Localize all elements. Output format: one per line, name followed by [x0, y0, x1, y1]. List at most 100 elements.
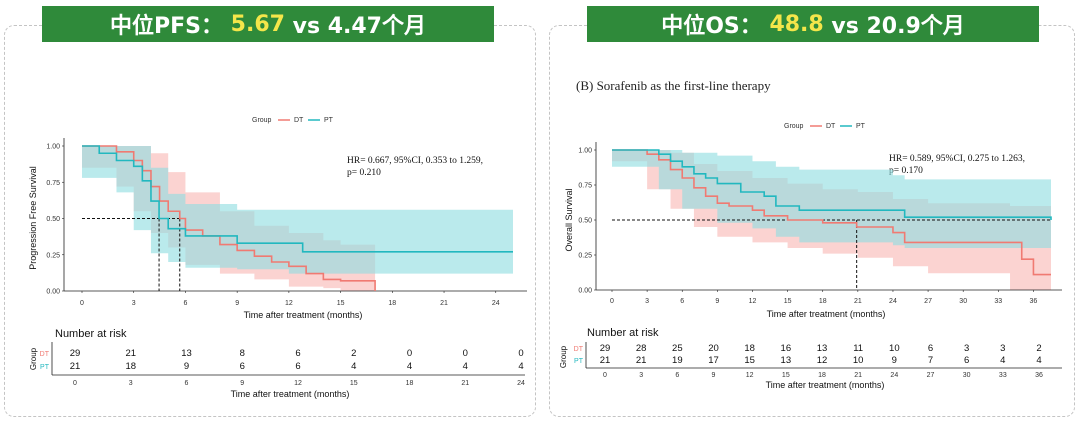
os-banner-highlight: 48.8	[769, 11, 824, 37]
pfs-banner-prefix: 中位PFS：	[110, 14, 231, 39]
os-risk-xtick-label: 9	[712, 372, 716, 379]
os-legend-pt-label: PT	[856, 123, 866, 130]
os-risk-xtick-label: 21	[854, 372, 862, 379]
pfs-banner: 中位PFS： 5.67 vs 4.47个月	[42, 6, 494, 42]
pfs-risk-count-dt: 13	[181, 348, 192, 359]
os-risk-row-pt-label: PT	[574, 358, 584, 365]
os-risk-xtick-label: 0	[603, 372, 607, 379]
os-xtick-label: 9	[715, 298, 719, 305]
pfs-risk-title: Number at risk	[55, 328, 127, 340]
pfs-risk-count-dt: 29	[70, 348, 81, 359]
pfs-risk-group-label: Group	[29, 347, 38, 370]
os-ytick-label: 0.25	[578, 253, 592, 260]
pfs-risk-xtick-label: 6	[185, 380, 189, 387]
pfs-risk-count-pt: 21	[70, 361, 81, 372]
os-banner: 中位OS： 48.8 vs 20.9个月	[587, 6, 1039, 42]
os-risk-xtick-label: 24	[890, 372, 898, 379]
os-risk-xtick-label: 3	[639, 372, 643, 379]
pfs-risk-count-pt: 4	[463, 361, 468, 372]
os-hr-line2: p= 0.170	[889, 166, 923, 176]
os-risk-xtick-label: 6	[675, 372, 679, 379]
os-risk-xtick-label: 27	[927, 372, 935, 379]
pfs-xtick-label: 18	[388, 300, 396, 307]
os-risk-count-pt: 19	[672, 355, 683, 366]
pfs-ylabel: Progression Free Survival	[28, 166, 38, 270]
pfs-banner-highlight: 5.67	[230, 11, 285, 37]
pfs-ytick-label: 1.00	[46, 144, 60, 151]
os-km-line-pt	[612, 149, 1052, 220]
os-ytick-label: 0.75	[578, 183, 592, 190]
os-risk-count-dt: 25	[672, 343, 683, 354]
os-xlabel: Time after treatment (months)	[767, 309, 886, 319]
os-risk-count-pt: 9	[892, 355, 897, 366]
pfs-xlabel: Time after treatment (months)	[244, 310, 363, 320]
os-risk-xtick-label: 12	[746, 372, 754, 379]
os-risk-xtick-label: 18	[818, 372, 826, 379]
pfs-risk-count-pt: 4	[351, 361, 356, 372]
os-risk-count-pt: 12	[817, 355, 828, 366]
pfs-risk-count-dt: 21	[125, 348, 136, 359]
pfs-xtick-label: 9	[235, 300, 239, 307]
os-risk-count-pt: 4	[1000, 355, 1005, 366]
pfs-xtick-label: 0	[80, 300, 84, 307]
pfs-hr-line2: p= 0.210	[347, 168, 381, 178]
pfs-xtick-label: 24	[492, 300, 500, 307]
os-risk-count-pt: 17	[708, 355, 719, 366]
os-risk-group-label: Group	[559, 345, 568, 368]
pfs-risk-xlabel: Time after treatment (months)	[231, 389, 350, 399]
pfs-ytick-label: 0.25	[46, 252, 60, 259]
pfs-risk-row-dt-label: DT	[40, 351, 50, 358]
os-risk-count-dt: 29	[600, 343, 611, 354]
pfs-xtick-label: 6	[183, 300, 187, 307]
os-legend-dt-label: DT	[826, 123, 836, 130]
os-xtick-label: 24	[889, 298, 897, 305]
os-ci-band-pt	[612, 150, 1051, 248]
os-legend: Group DT PT	[784, 123, 866, 130]
os-risk-count-dt: 6	[928, 343, 933, 354]
os-risk-count-pt: 21	[600, 355, 611, 366]
os-ylabel: Overall Survival	[564, 188, 574, 251]
os-legend-title: Group	[784, 123, 804, 130]
pfs-legend: Group DT PT	[252, 117, 334, 124]
os-xtick-label: 0	[610, 298, 614, 305]
os-risk-count-pt: 10	[853, 355, 864, 366]
os-xtick-label: 3	[645, 298, 649, 305]
os-xtick-label: 15	[784, 298, 792, 305]
pfs-risk-count-pt: 9	[184, 361, 189, 372]
os-xtick-label: 21	[854, 298, 862, 305]
chart-marks: 0.000.250.500.751.000 3 6 9 12 15 18 21 240 3 6 9 12…	[46, 138, 1062, 387]
pfs-hr-line1: HR= 0.667, 95%CI, 0.353 to 1.259,	[347, 156, 483, 166]
os-risk-count-dt: 28	[636, 343, 647, 354]
pfs-risk-xtick-label: 12	[294, 380, 302, 387]
os-risk-count-dt: 2	[1036, 343, 1041, 354]
pfs-risk-count-dt: 0	[463, 348, 468, 359]
pfs-risk-count-dt: 0	[518, 348, 523, 359]
os-xtick-label: 36	[1030, 298, 1038, 305]
os-risk-xtick-label: 36	[1035, 372, 1043, 379]
pfs-xtick-label: 12	[285, 300, 293, 307]
pfs-risk-xtick-label: 15	[350, 380, 358, 387]
pfs-risk-count-dt: 0	[407, 348, 412, 359]
pfs-risk-xtick-label: 0	[73, 380, 77, 387]
os-risk-count-dt: 10	[889, 343, 900, 354]
os-xtick-label: 18	[819, 298, 827, 305]
os-risk-row-dt-label: DT	[574, 346, 584, 353]
pfs-xtick-label: 21	[440, 300, 448, 307]
pfs-risk-count-pt: 18	[125, 361, 136, 372]
pfs-risk-count-dt: 8	[240, 348, 245, 359]
pfs-legend-title: Group	[252, 117, 272, 124]
os-ytick-label: 1.00	[578, 148, 592, 155]
os-xtick-label: 12	[749, 298, 757, 305]
pfs-banner-suffix: vs 4.47个月	[284, 14, 426, 39]
os-risk-count-dt: 16	[781, 343, 792, 354]
os-ytick-label: 0.00	[578, 288, 592, 295]
os-risk-count-dt: 18	[744, 343, 755, 354]
os-xtick-label: 33	[994, 298, 1002, 305]
pfs-risk-count-pt: 6	[240, 361, 245, 372]
pfs-ytick-label: 0.75	[46, 180, 60, 187]
os-subtitle: (B) Sorafenib as the first-line therapy	[576, 78, 771, 93]
os-risk-count-pt: 6	[964, 355, 969, 366]
os-risk-count-pt: 4	[1036, 355, 1041, 366]
os-risk-title: Number at risk	[587, 327, 659, 339]
os-banner-suffix: vs 20.9个月	[823, 14, 965, 39]
